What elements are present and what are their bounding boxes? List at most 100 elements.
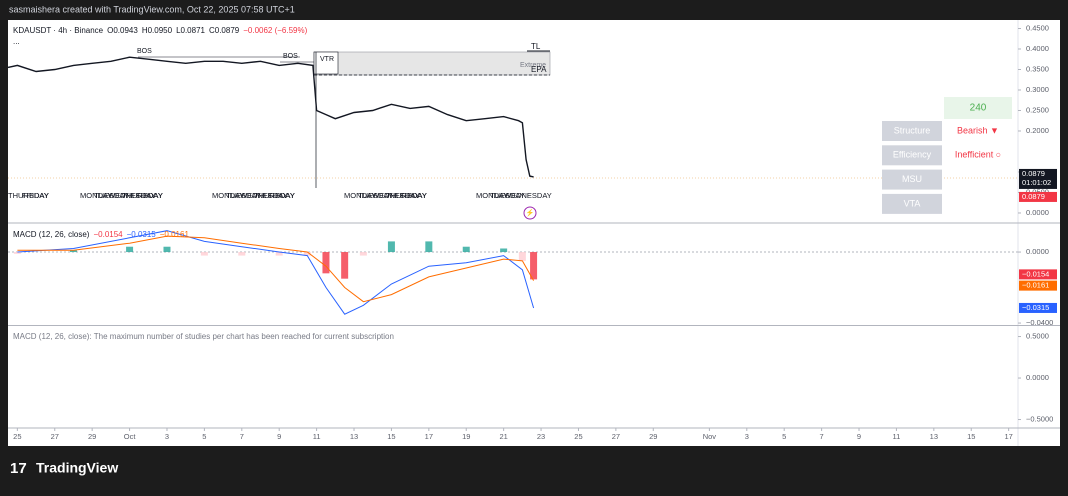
weekday-label: THURSDAY <box>8 191 49 200</box>
histogram-bar <box>518 252 526 261</box>
weekday-label: THURSDAY <box>254 191 295 200</box>
x-tick-label: 15 <box>387 432 395 441</box>
vtr-label: VTR <box>320 56 334 63</box>
histogram-bar <box>341 252 349 279</box>
x-tick-label: 3 <box>745 432 749 441</box>
x-tick-label: 5 <box>202 432 206 441</box>
study-message: MACD (12, 26, close): The maximum number… <box>13 332 394 341</box>
macd-axis-label-box <box>1019 280 1057 291</box>
zone <box>313 51 551 76</box>
weekday-label: MONDAY <box>476 191 508 200</box>
y-tick-label: 0.4000 <box>1026 44 1049 53</box>
weekday-label: MONDAY <box>80 191 112 200</box>
histogram-bar <box>359 252 367 256</box>
macd-axis-label: −0.0161 <box>1022 281 1049 290</box>
open: O0.0943 <box>107 26 138 35</box>
macd-axis-label-box <box>1019 302 1057 313</box>
x-tick-label: 7 <box>240 432 244 441</box>
x-tick-label: 11 <box>893 432 901 441</box>
y-tick-label: 0.3500 <box>1026 64 1049 73</box>
weekday-label: FRIDAY <box>22 191 49 200</box>
x-tick-label: 27 <box>51 432 59 441</box>
macd-value: −0.0161 <box>160 230 190 239</box>
epa-label: EPA <box>531 65 547 74</box>
weekday-label: TUESDAY <box>226 191 261 200</box>
x-tick-label: 17 <box>1004 432 1012 441</box>
histogram-bar <box>13 252 21 254</box>
histogram-bar <box>425 241 433 253</box>
histogram-bar <box>500 248 508 253</box>
price-line <box>7 56 534 178</box>
y-tick-label: 0.3000 <box>1026 85 1049 94</box>
macd-legend: MACD (12, 26, close) −0.0154 −0.0315 −0.016… <box>13 230 189 239</box>
panel-label: Efficiency <box>893 150 932 160</box>
weekday-label: MONDAY <box>212 191 244 200</box>
x-tick-label: 27 <box>612 432 620 441</box>
panel-value: Inefficient ○ <box>955 150 1001 160</box>
x-tick-label: 7 <box>820 432 824 441</box>
brand: TradingView <box>36 460 118 476</box>
panel-label-box <box>882 145 942 166</box>
weekday-label: MONDAY <box>344 191 376 200</box>
close-price: 0.0879 <box>1022 192 1045 201</box>
histogram-bar <box>462 246 470 253</box>
weekday-label: FRIDAY <box>136 191 163 200</box>
panel-label-box <box>882 193 942 214</box>
weekday-label: TUESDAY <box>94 191 129 200</box>
panel-label: Structure <box>894 125 931 135</box>
extreme-label: Extreme <box>520 62 546 69</box>
weekday-label: TUESDAY <box>490 191 525 200</box>
close-price-box <box>1019 191 1057 202</box>
x-tick-label: 17 <box>425 432 433 441</box>
symbol: KDAUSDT · 4h · Binance O0.0943 H0.0950 L0.0… <box>13 26 308 35</box>
x-tick-label: 13 <box>350 432 358 441</box>
timeframe-box <box>944 97 1012 119</box>
x-tick-label: 13 <box>930 432 938 441</box>
x-tick-label: 9 <box>277 432 281 441</box>
panel-label: MSU <box>902 174 922 184</box>
weekday-label: WEDNESDAY <box>504 191 552 200</box>
macd-axis-label: −0.0315 <box>1022 303 1049 312</box>
y-tick-label: 0.0000 <box>1026 247 1049 256</box>
y-tick-label: 0.5000 <box>1026 332 1049 341</box>
brand-logo: 17 <box>10 460 27 477</box>
weekday-label: THURSDAY <box>122 191 163 200</box>
event-icon-glyph: ⚡ <box>526 208 535 217</box>
y-tick-label: −0.5000 <box>1026 415 1053 424</box>
last-price: 0.0879 <box>1022 169 1045 178</box>
panel-label: VTA <box>904 198 921 208</box>
weekday-label: TUESDAY <box>358 191 393 200</box>
histogram-bar <box>322 252 330 274</box>
histogram-bar <box>126 246 134 253</box>
timeframe: 240 <box>970 103 987 114</box>
x-tick-label: 19 <box>462 432 470 441</box>
x-tick-label: 3 <box>165 432 169 441</box>
vtr-box <box>313 51 339 75</box>
bos-label: BOS <box>137 48 152 55</box>
x-tick-label: Nov <box>703 432 717 441</box>
y-tick-label: 0.2500 <box>1026 105 1049 114</box>
y-tick-label: −0.0400 <box>1026 318 1053 327</box>
x-tick-label: 21 <box>499 432 507 441</box>
change: −0.0062 (−6.59%) <box>243 26 307 35</box>
tl-label: TL <box>531 42 541 51</box>
panel-value: Bearish ▼ <box>957 125 999 135</box>
high: H0.0950 <box>142 26 173 35</box>
histogram-bar <box>530 252 538 280</box>
x-tick-label: 29 <box>649 432 657 441</box>
weekday-label: THURSDAY <box>386 191 427 200</box>
x-tick-label: 23 <box>537 432 545 441</box>
x-tick-label: 5 <box>782 432 786 441</box>
x-tick-label: 25 <box>574 432 582 441</box>
more: ... <box>13 37 20 46</box>
chart-area <box>8 20 1060 446</box>
x-tick-label: 25 <box>13 432 21 441</box>
credit: sasmaishera created with TradingView.com… <box>9 4 295 14</box>
macd-value: −0.0154 <box>93 230 123 239</box>
macd-axis-label: −0.0154 <box>1022 269 1049 278</box>
histogram-bar <box>275 252 283 256</box>
weekday-label: FRIDAY <box>400 191 427 200</box>
last-price-box <box>1019 168 1057 189</box>
panel-label-box <box>882 169 942 190</box>
